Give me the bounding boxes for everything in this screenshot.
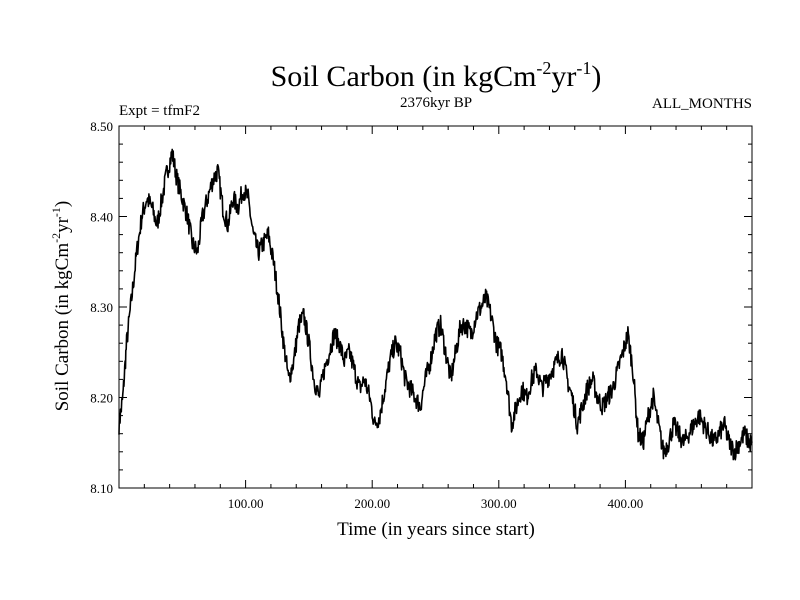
y-tick-label: 8.10 [90,481,113,496]
soil-carbon-series-line [118,148,753,461]
chart-title: Soil Carbon (in kgCm-2yr-1) [271,58,602,93]
y-tick-label: 8.40 [90,210,113,225]
y-tick-label: 8.50 [90,119,113,134]
y-axis-label: Soil Carbon (in kgCm-2yr-1) [49,201,73,412]
x-tick-label: 100.00 [228,496,264,511]
x-tick-label: 400.00 [608,496,644,511]
x-axis-label: Time (in years since start) [337,519,535,540]
y-tick-label: 8.20 [90,391,113,406]
x-tick-label: 200.00 [354,496,390,511]
experiment-label: Expt = tfmF2 [119,103,200,119]
x-tick-label: 300.00 [481,496,517,511]
x-axis-ticks: 100.00 200.00 300.00 400.00 [143,126,728,511]
period-label: 2376kyr BP [400,95,472,111]
y-tick-label: 8.30 [90,300,113,315]
y-axis-ticks: 8.10 8.20 8.30 8.40 8.50 [90,119,752,496]
months-label: ALL_MONTHS [652,96,752,112]
